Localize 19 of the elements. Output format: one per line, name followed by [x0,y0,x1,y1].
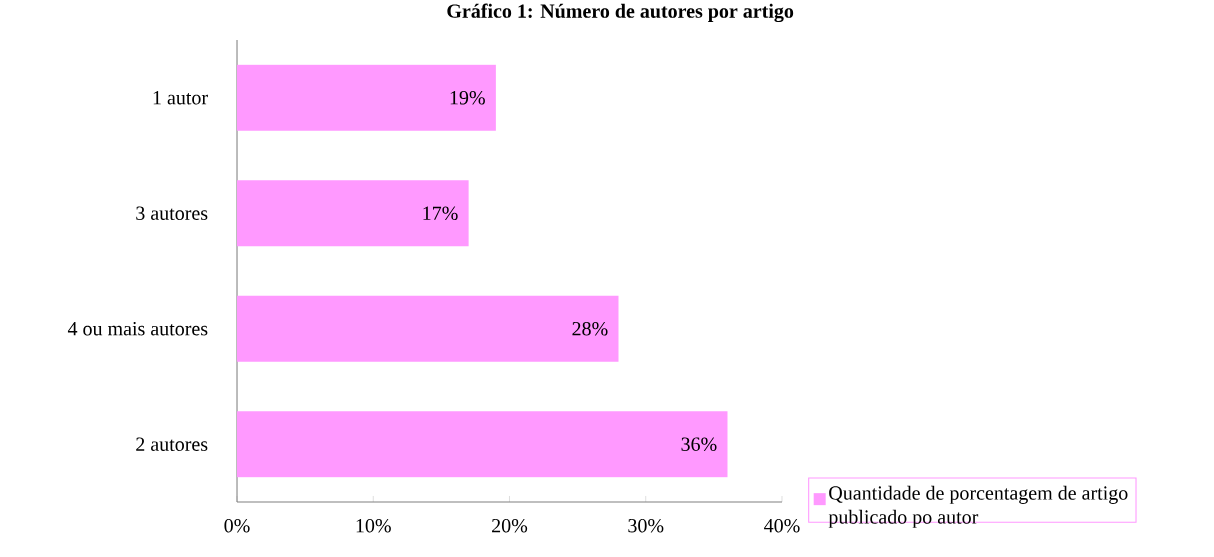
x-tick-label: 10% [356,518,391,533]
bar [237,180,469,247]
y-tick-label: 2 autores [136,437,208,451]
y-tick-label: 3 autores [136,206,208,220]
x-tick-label: 30% [628,518,664,533]
x-tick-label: 0% [224,518,250,533]
bar [237,411,728,478]
data-label: 28% [572,321,608,336]
legend-label: Quantidade de porcentagem de artigo publicado po autor [828,485,1128,528]
data-label: 19% [450,90,485,105]
y-tick-label: 1 autor [153,91,208,105]
chart-title: Gráfico 1: Número de autores por artigo [447,3,794,23]
y-tick-label: 4 ou mais autores [67,322,208,336]
data-label: 36% [681,437,717,452]
bar [237,64,496,131]
x-tick-label: 40% [764,518,800,533]
data-label: 17% [423,206,458,221]
bar [237,295,619,362]
x-tick-label: 20% [492,518,528,533]
